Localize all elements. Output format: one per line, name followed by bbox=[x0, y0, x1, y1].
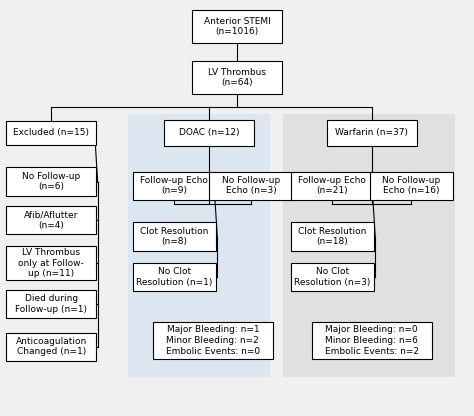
FancyBboxPatch shape bbox=[291, 171, 374, 200]
Text: No Follow-up
Echo (n=3): No Follow-up Echo (n=3) bbox=[222, 176, 280, 196]
Text: Follow-up Echo
(n=9): Follow-up Echo (n=9) bbox=[140, 176, 208, 196]
FancyBboxPatch shape bbox=[6, 167, 96, 196]
Text: Clot Resolution
(n=8): Clot Resolution (n=8) bbox=[140, 227, 209, 246]
Text: LV Thrombus
(n=64): LV Thrombus (n=64) bbox=[208, 68, 266, 87]
Text: Died during
Follow-up (n=1): Died during Follow-up (n=1) bbox=[15, 294, 87, 314]
Text: Anterior STEMI
(n=1016): Anterior STEMI (n=1016) bbox=[204, 17, 270, 37]
Text: Anticoagulation
Changed (n=1): Anticoagulation Changed (n=1) bbox=[16, 337, 87, 357]
FancyBboxPatch shape bbox=[327, 119, 417, 146]
Text: Warfarin (n=37): Warfarin (n=37) bbox=[335, 128, 408, 137]
FancyBboxPatch shape bbox=[153, 322, 273, 359]
FancyBboxPatch shape bbox=[6, 290, 96, 318]
FancyBboxPatch shape bbox=[210, 171, 292, 200]
Text: Major Bleeding: n=1
Minor Bleeding: n=2
Embolic Events: n=0: Major Bleeding: n=1 Minor Bleeding: n=2 … bbox=[166, 325, 260, 356]
FancyBboxPatch shape bbox=[6, 332, 96, 361]
Text: No Follow-up
(n=6): No Follow-up (n=6) bbox=[22, 172, 80, 191]
FancyBboxPatch shape bbox=[6, 121, 96, 145]
FancyBboxPatch shape bbox=[370, 171, 453, 200]
Text: Major Bleeding: n=0
Minor Bleeding: n=6
Embolic Events: n=2: Major Bleeding: n=0 Minor Bleeding: n=6 … bbox=[325, 325, 419, 356]
FancyBboxPatch shape bbox=[192, 62, 282, 94]
FancyBboxPatch shape bbox=[133, 263, 216, 291]
FancyBboxPatch shape bbox=[164, 119, 254, 146]
FancyBboxPatch shape bbox=[133, 223, 216, 250]
Text: Follow-up Echo
(n=21): Follow-up Echo (n=21) bbox=[298, 176, 366, 196]
FancyBboxPatch shape bbox=[291, 263, 374, 291]
FancyBboxPatch shape bbox=[291, 223, 374, 250]
Text: Excluded (n=15): Excluded (n=15) bbox=[13, 128, 89, 137]
FancyBboxPatch shape bbox=[133, 171, 216, 200]
Text: Afib/Aflutter
(n=4): Afib/Aflutter (n=4) bbox=[24, 210, 78, 230]
FancyBboxPatch shape bbox=[192, 10, 282, 43]
Bar bbox=[128, 114, 270, 377]
Text: No Clot
Resolution (n=1): No Clot Resolution (n=1) bbox=[136, 267, 212, 287]
Text: Clot Resolution
(n=18): Clot Resolution (n=18) bbox=[298, 227, 366, 246]
FancyBboxPatch shape bbox=[311, 322, 432, 359]
Text: DOAC (n=12): DOAC (n=12) bbox=[179, 128, 239, 137]
Bar bbox=[283, 114, 456, 377]
Text: LV Thrombus
only at Follow-
up (n=11): LV Thrombus only at Follow- up (n=11) bbox=[18, 248, 84, 278]
FancyBboxPatch shape bbox=[6, 206, 96, 234]
Text: No Clot
Resolution (n=3): No Clot Resolution (n=3) bbox=[294, 267, 370, 287]
FancyBboxPatch shape bbox=[6, 246, 96, 280]
Text: No Follow-up
Echo (n=16): No Follow-up Echo (n=16) bbox=[382, 176, 440, 196]
